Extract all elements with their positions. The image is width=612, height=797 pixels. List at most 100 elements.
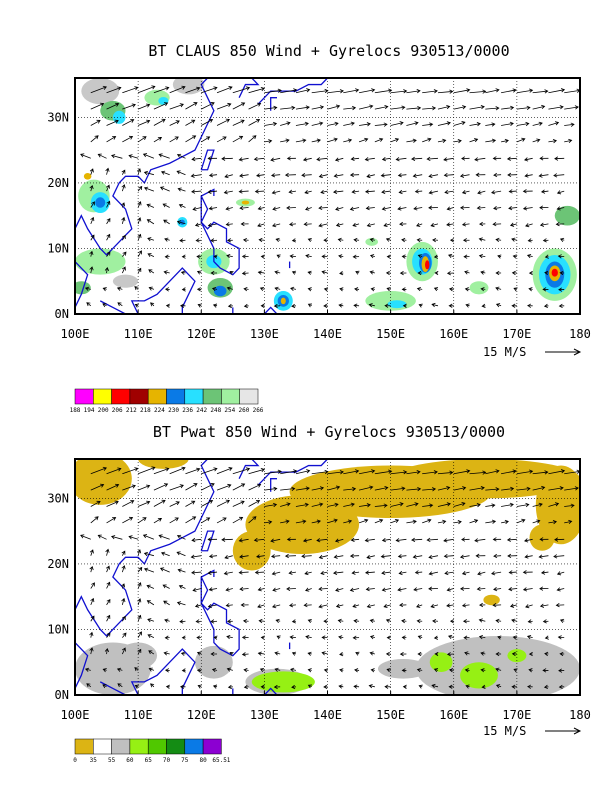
wind-arrow xyxy=(397,206,407,211)
wind-arrow xyxy=(270,538,281,543)
wind-arrow xyxy=(164,254,170,259)
wind-arrow xyxy=(302,538,312,543)
wind-arrow xyxy=(380,554,391,559)
wind-arrow xyxy=(524,157,533,162)
wind-arrow xyxy=(121,184,126,192)
wind-arrow xyxy=(169,136,179,143)
wind-arrow xyxy=(106,500,119,507)
shaded-region xyxy=(75,248,126,275)
wind-arrow xyxy=(369,635,375,640)
wind-arrow xyxy=(153,483,169,491)
wind-arrow xyxy=(542,238,549,243)
wind-arrow xyxy=(564,122,575,127)
wind-arrow xyxy=(243,668,249,673)
wind-arrow xyxy=(143,551,155,557)
wind-arrow xyxy=(385,237,391,242)
wind-arrow xyxy=(150,683,155,688)
wind-arrow xyxy=(412,554,423,559)
wind-arrow xyxy=(422,137,432,143)
wind-arrow xyxy=(121,266,126,274)
wind-arrow xyxy=(559,618,565,623)
colorbar-swatch xyxy=(93,738,112,755)
wind-arrow xyxy=(397,554,407,559)
wind-arrow xyxy=(158,534,170,540)
coastline-segment xyxy=(270,97,277,111)
wind-arrow xyxy=(381,206,391,211)
wind-arrow xyxy=(307,668,312,673)
wind-arrow xyxy=(271,571,281,576)
wind-arrow xyxy=(304,190,312,195)
wind-arrow xyxy=(106,598,111,606)
wind-arrow xyxy=(276,254,281,259)
wind-arrow xyxy=(538,173,549,178)
wind-arrow xyxy=(532,121,543,126)
wind-arrow xyxy=(386,635,391,640)
wind-arrow xyxy=(196,287,202,292)
wind-arrow xyxy=(374,88,393,94)
wind-arrow xyxy=(286,156,296,161)
coastline-segment xyxy=(238,78,260,98)
wind-arrow xyxy=(390,89,408,94)
wind-arrow xyxy=(381,570,391,575)
x-tick-label: 110E xyxy=(124,708,153,722)
wind-arrow xyxy=(350,537,360,542)
wind-arrow xyxy=(291,684,296,690)
wind-arrow xyxy=(469,503,481,508)
shaded-region xyxy=(554,205,580,226)
wind-arrow xyxy=(532,519,541,524)
wind-arrow xyxy=(557,254,565,259)
wind-arrow xyxy=(554,537,565,542)
wind-arrow xyxy=(323,238,328,243)
wind-arrow xyxy=(238,538,249,543)
colorbar-swatch xyxy=(184,738,204,755)
wind-arrow xyxy=(516,121,530,127)
wind-arrow xyxy=(106,517,117,524)
wind-arrow xyxy=(513,287,518,292)
wind-arrow xyxy=(491,190,502,195)
wind-arrow xyxy=(352,635,360,640)
wind-arrow xyxy=(134,684,139,689)
wind-arrow xyxy=(121,597,126,605)
wind-arrow xyxy=(437,485,451,491)
wind-arrow xyxy=(104,647,110,655)
wind-arrow xyxy=(509,603,517,608)
wind-arrow xyxy=(338,303,344,308)
shaded-region xyxy=(95,197,106,208)
wind-arrow xyxy=(539,156,549,161)
wind-arrow xyxy=(480,651,486,656)
wind-arrow xyxy=(146,584,155,589)
y-tick-label: 30N xyxy=(47,110,69,124)
wind-arrow xyxy=(428,205,438,210)
wind-arrow xyxy=(197,684,202,689)
wind-arrow xyxy=(176,551,186,557)
wind-arrow xyxy=(399,221,407,227)
wind-arrow xyxy=(274,270,281,275)
wind-arrow xyxy=(437,104,451,110)
wind-arrow xyxy=(185,86,201,94)
wind-arrow xyxy=(350,156,360,161)
wind-arrow xyxy=(243,303,249,309)
wind-arrow xyxy=(461,156,470,161)
wind-arrow xyxy=(335,603,344,608)
wind-arrow xyxy=(191,537,202,543)
wind-arrow xyxy=(343,469,360,475)
wind-arrow xyxy=(164,237,170,242)
wind-arrow xyxy=(516,486,531,491)
wind-arrow xyxy=(224,174,233,179)
y-tick-label: 10N xyxy=(47,622,69,636)
wind-arrow xyxy=(190,554,202,559)
wind-arrow xyxy=(162,584,170,589)
y-tick-label: 10N xyxy=(47,241,69,255)
wind-arrow xyxy=(374,503,388,508)
wind-arrow xyxy=(260,254,265,259)
wind-arrow xyxy=(461,603,470,608)
wind-arrow xyxy=(181,635,186,640)
wind-arrow xyxy=(401,237,407,243)
wind-arrow xyxy=(102,303,107,308)
wind-arrow xyxy=(444,189,454,195)
wind-arrow xyxy=(216,517,227,524)
wind-arrow xyxy=(469,470,487,475)
wind-arrow xyxy=(381,156,391,162)
wind-arrow xyxy=(461,537,470,542)
chart-title-top: BT CLAUS 850 Wind + Gyrelocs 930513/0000 xyxy=(148,42,509,60)
